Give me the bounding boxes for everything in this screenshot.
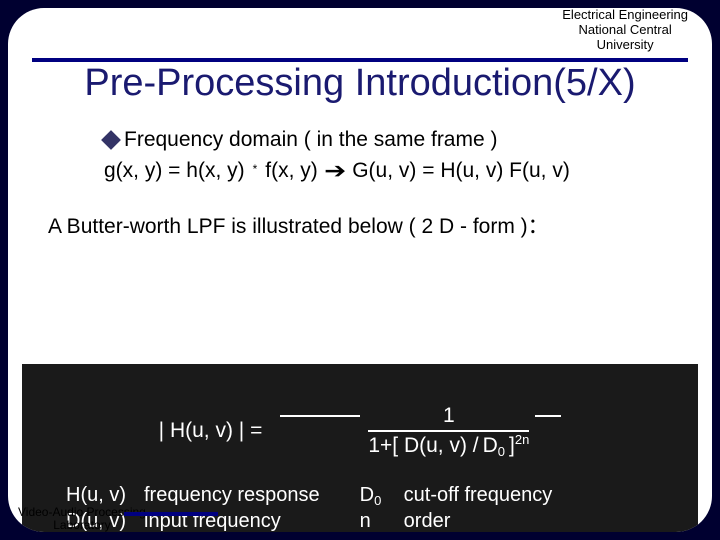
- legend: H(u, v) frequency response D(u, v) input…: [66, 482, 674, 532]
- affil-line-1: Electrical Engineering: [562, 8, 688, 23]
- legend-sym: n: [360, 508, 390, 532]
- eq-conv-op: *: [253, 162, 258, 176]
- tf-lhs: | H(u, v) | =: [159, 419, 263, 443]
- legend-row: n order: [360, 508, 553, 532]
- bullet-text: Frequency domain ( in the same frame ): [124, 128, 498, 152]
- sqrt-bar-left: [280, 415, 360, 417]
- sqrt-bar-right: [535, 415, 561, 417]
- affil-line-3: University: [562, 38, 688, 53]
- footer-lab: Video-Audio Processing Laboratory: [18, 506, 146, 532]
- footer-line-2: Laboratory: [18, 519, 146, 532]
- legend-row: D0 cut-off frequency: [360, 482, 553, 508]
- transfer-function: | H(u, v) | = 1 1+[ D(u, v) / D0 ]2n: [22, 404, 698, 458]
- fraction: 1 1+[ D(u, v) / D0 ]2n: [368, 404, 529, 458]
- legend-sym-main: n: [360, 510, 371, 532]
- legend-desc: cut-off frequency: [404, 482, 553, 508]
- legend-desc: frequency response: [144, 482, 320, 508]
- arrow-icon: ➔: [324, 158, 346, 184]
- denom-pre: 1+[ D(u, v) /: [368, 434, 478, 458]
- legend-sym-main: D: [360, 484, 374, 506]
- bullet-icon: [101, 130, 121, 150]
- conv-equation: g(x, y) = h(x, y) * f(x, y) ➔ G(u, v) = …: [104, 158, 712, 184]
- legend-right: D0 cut-off frequency n order: [360, 482, 553, 532]
- affil-line-2: National Central: [562, 23, 688, 38]
- eq-rhs: G(u, v) = H(u, v) F(u, v): [352, 159, 570, 183]
- legend-sym-sub: 0: [374, 493, 381, 508]
- butterworth-intro: A Butter-worth LPF is illustrated below …: [48, 210, 672, 240]
- fraction-numerator: 1: [435, 404, 463, 430]
- eq-lhs: g(x, y) = h(x, y): [104, 159, 245, 183]
- denom-sub: 0: [498, 444, 505, 459]
- denom-bracket: ]: [509, 434, 515, 457]
- denom-D: D: [483, 434, 498, 457]
- footer-rule: [124, 512, 218, 516]
- denom-sup: 2n: [515, 432, 529, 447]
- legend-desc: order: [404, 508, 451, 532]
- content-area: Frequency domain ( in the same frame ) g…: [8, 128, 712, 532]
- page-title: Pre-Processing Introduction(5/X): [8, 62, 712, 105]
- fraction-denominator: 1+[ D(u, v) / D0 ]2n: [368, 432, 529, 458]
- affiliation-block: Electrical Engineering National Central …: [562, 8, 688, 53]
- eq-f: f(x, y): [265, 159, 318, 183]
- slide-panel: Electrical Engineering National Central …: [8, 8, 712, 532]
- bullet-row: Frequency domain ( in the same frame ): [104, 128, 712, 152]
- legend-sym: D0: [360, 482, 390, 508]
